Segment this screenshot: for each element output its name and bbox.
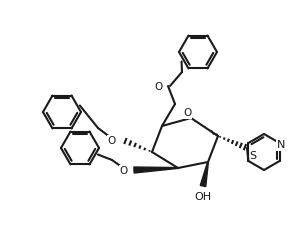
Polygon shape	[200, 162, 209, 186]
Polygon shape	[134, 167, 178, 173]
Text: O: O	[155, 82, 163, 92]
Text: N: N	[276, 140, 285, 150]
Text: O: O	[120, 166, 128, 176]
Text: O: O	[183, 108, 191, 118]
Text: O: O	[108, 136, 116, 146]
Text: S: S	[249, 151, 256, 161]
Text: OH: OH	[194, 192, 212, 202]
